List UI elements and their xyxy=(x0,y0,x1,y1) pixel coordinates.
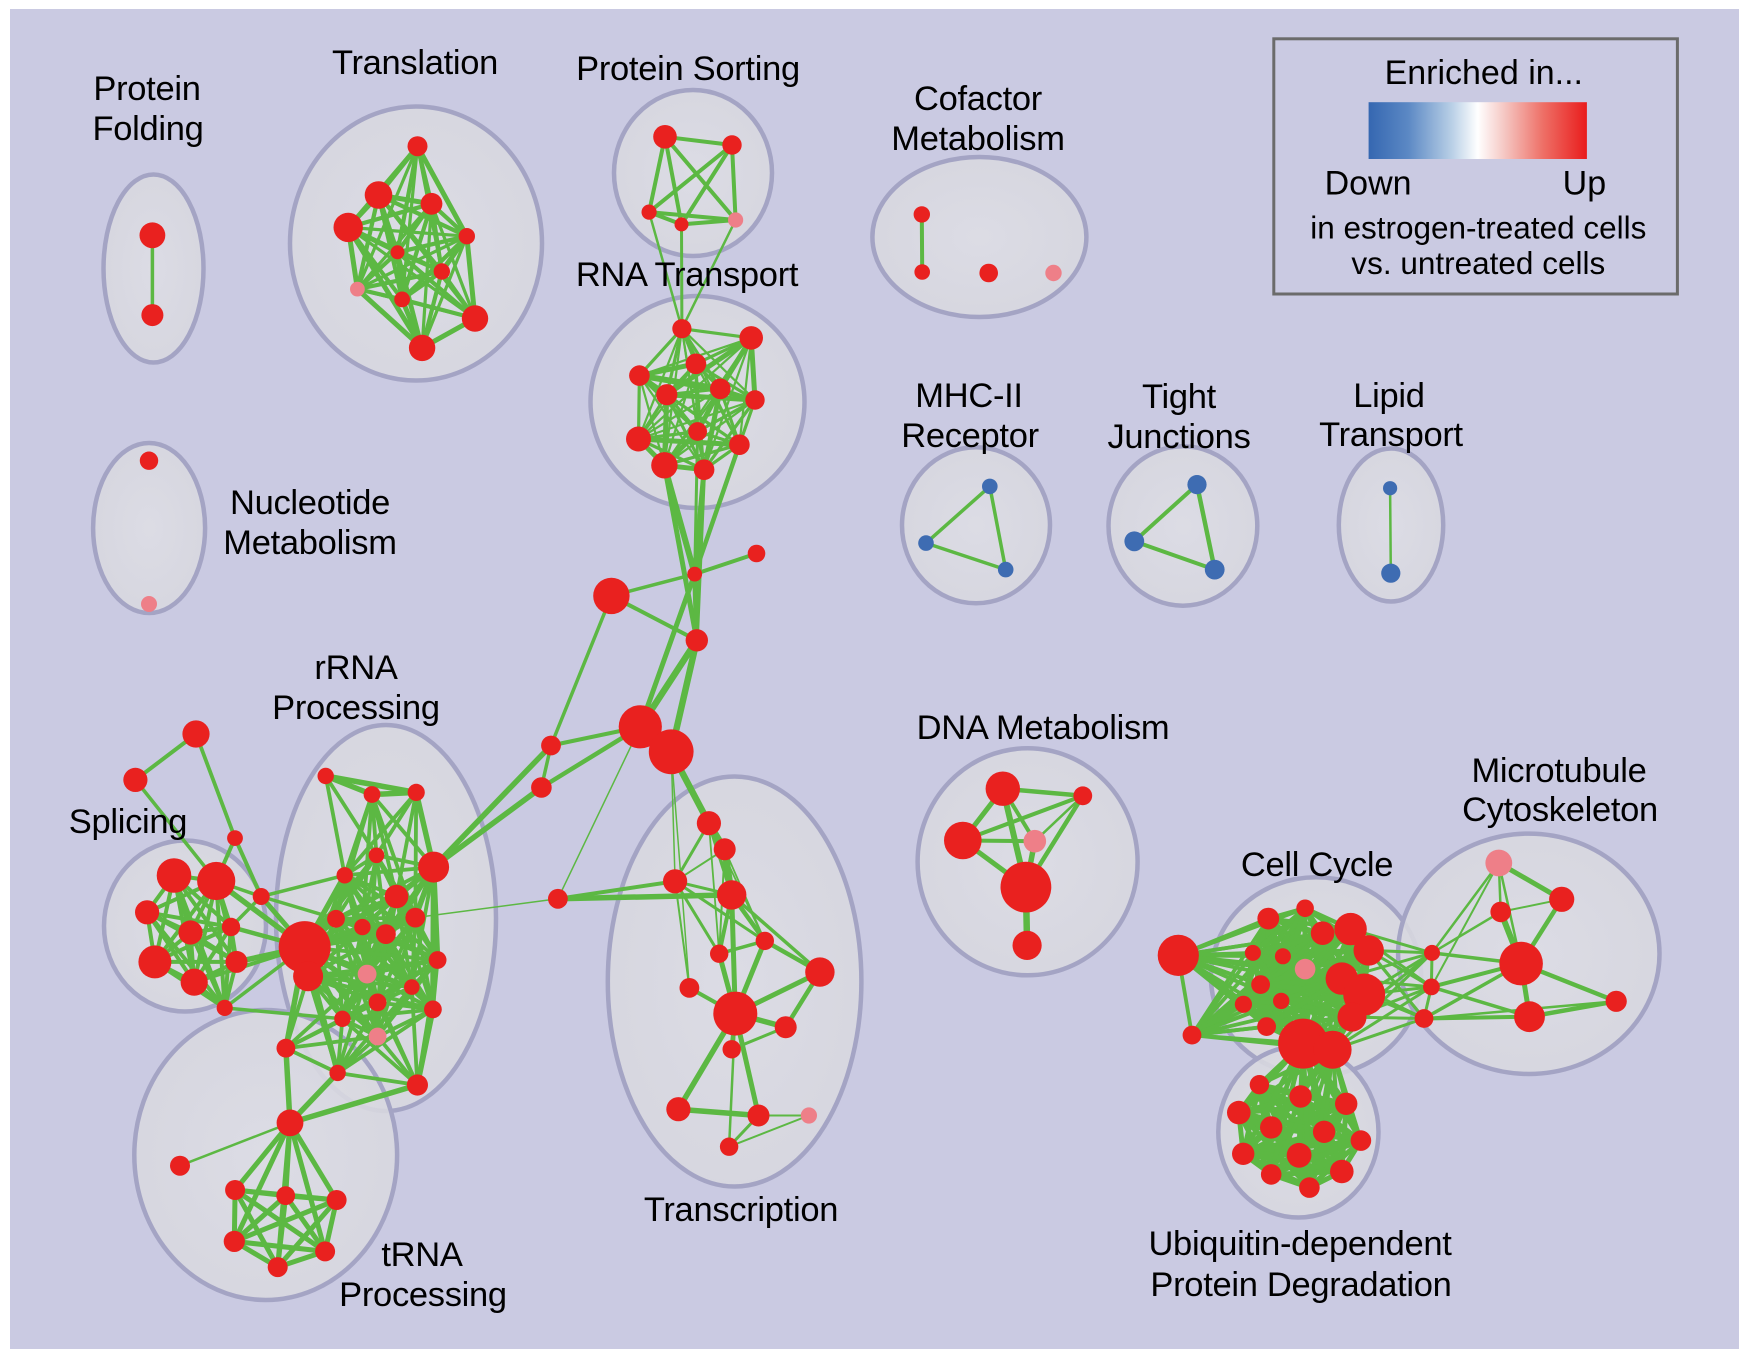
svg-text:Cell Cycle: Cell Cycle xyxy=(1241,846,1393,884)
svg-text:Processing: Processing xyxy=(339,1276,507,1314)
svg-text:Microtubule: Microtubule xyxy=(1471,752,1646,790)
svg-text:Junctions: Junctions xyxy=(1107,418,1250,456)
svg-text:Cofactor: Cofactor xyxy=(914,80,1042,118)
svg-text:Processing: Processing xyxy=(272,689,440,727)
svg-text:in estrogen-treated cells: in estrogen-treated cells xyxy=(1310,210,1646,246)
svg-text:Nucleotide: Nucleotide xyxy=(230,484,390,522)
svg-text:Protein: Protein xyxy=(93,70,200,108)
svg-text:MHC-II: MHC-II xyxy=(915,377,1022,415)
svg-text:rRNA: rRNA xyxy=(314,649,397,687)
svg-text:Enriched in...: Enriched in... xyxy=(1385,54,1583,92)
svg-text:DNA Metabolism: DNA Metabolism xyxy=(917,709,1170,747)
svg-text:vs. untreated cells: vs. untreated cells xyxy=(1351,245,1605,281)
svg-text:Lipid: Lipid xyxy=(1353,377,1424,415)
svg-text:Ubiquitin-dependent: Ubiquitin-dependent xyxy=(1148,1225,1452,1263)
svg-text:Splicing: Splicing xyxy=(69,803,187,841)
svg-text:Translation: Translation xyxy=(332,44,498,82)
svg-text:Metabolism: Metabolism xyxy=(223,524,396,562)
svg-text:Cytoskeleton: Cytoskeleton xyxy=(1462,791,1658,829)
svg-text:Up: Up xyxy=(1563,165,1606,203)
svg-text:tRNA: tRNA xyxy=(381,1236,463,1274)
svg-text:RNA Transport: RNA Transport xyxy=(576,256,799,294)
svg-text:Tight: Tight xyxy=(1142,378,1217,416)
svg-text:Down: Down xyxy=(1325,165,1412,203)
svg-text:Receptor: Receptor xyxy=(901,417,1039,455)
svg-text:Folding: Folding xyxy=(92,110,203,148)
svg-text:Metabolism: Metabolism xyxy=(891,120,1064,158)
svg-text:Transcription: Transcription xyxy=(644,1191,838,1229)
svg-text:Protein Sorting: Protein Sorting xyxy=(576,50,800,88)
svg-text:Transport: Transport xyxy=(1319,416,1463,454)
svg-text:Protein Degradation: Protein Degradation xyxy=(1150,1266,1451,1304)
